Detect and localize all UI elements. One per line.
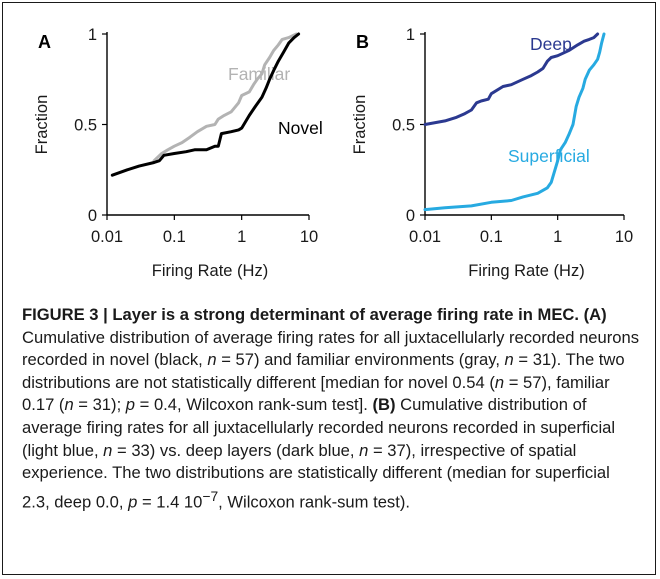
x-tick-label: 0.01 (91, 228, 123, 246)
x-tick-label: 0.01 (409, 228, 441, 246)
x-tick-label: 1 (237, 228, 246, 246)
caption-title: FIGURE 3 | Layer is a strong determinant… (22, 305, 579, 324)
y-tick-label: 0 (406, 207, 415, 225)
x-tick-label: 0.1 (480, 228, 503, 246)
x-axis-label: Firing Rate (Hz) (152, 262, 268, 280)
series-label-novel: Novel (278, 118, 323, 138)
panel-label: B (356, 32, 369, 52)
series-line-superficial (423, 32, 606, 212)
panel-label: A (38, 32, 51, 52)
chart-panel-b: 0.01 0.1 1 10 0 0.5 1 Firing Rate (Hz) Fraction B… (351, 26, 633, 280)
x-tick-label: 1 (553, 228, 562, 246)
figure-caption: FIGURE 3 | Layer is a strong determinant… (22, 305, 640, 512)
y-tick-label: 1 (88, 26, 97, 44)
x-axis-label: Firing Rate (Hz) (468, 262, 584, 280)
y-tick-label: 0 (88, 207, 97, 225)
series-label-familiar: Familiar (228, 64, 290, 84)
y-tick-label: 0.5 (74, 117, 97, 135)
x-tick-label: 10 (300, 228, 318, 246)
series-line-deep (423, 32, 600, 126)
y-axis-label: Fraction (33, 95, 51, 155)
y-axis-label: Fraction (351, 95, 369, 155)
series-line-familiar (152, 32, 298, 163)
chart-panel-a: 0.01 0.1 1 10 0 0.5 1 Firing Rate (Hz) Fraction A… (33, 26, 323, 280)
caption-label-b: (B) (372, 395, 396, 415)
y-tick-label: 1 (406, 26, 415, 44)
caption-label-a: (A) (583, 305, 607, 324)
series-label-deep: Deep (530, 34, 572, 54)
y-tick-label: 0.5 (392, 117, 415, 135)
series-line-novel (110, 32, 301, 177)
series-label-superficial: Superficial (508, 146, 590, 166)
x-tick-label: 0.1 (163, 228, 186, 246)
x-tick-label: 10 (615, 228, 633, 246)
